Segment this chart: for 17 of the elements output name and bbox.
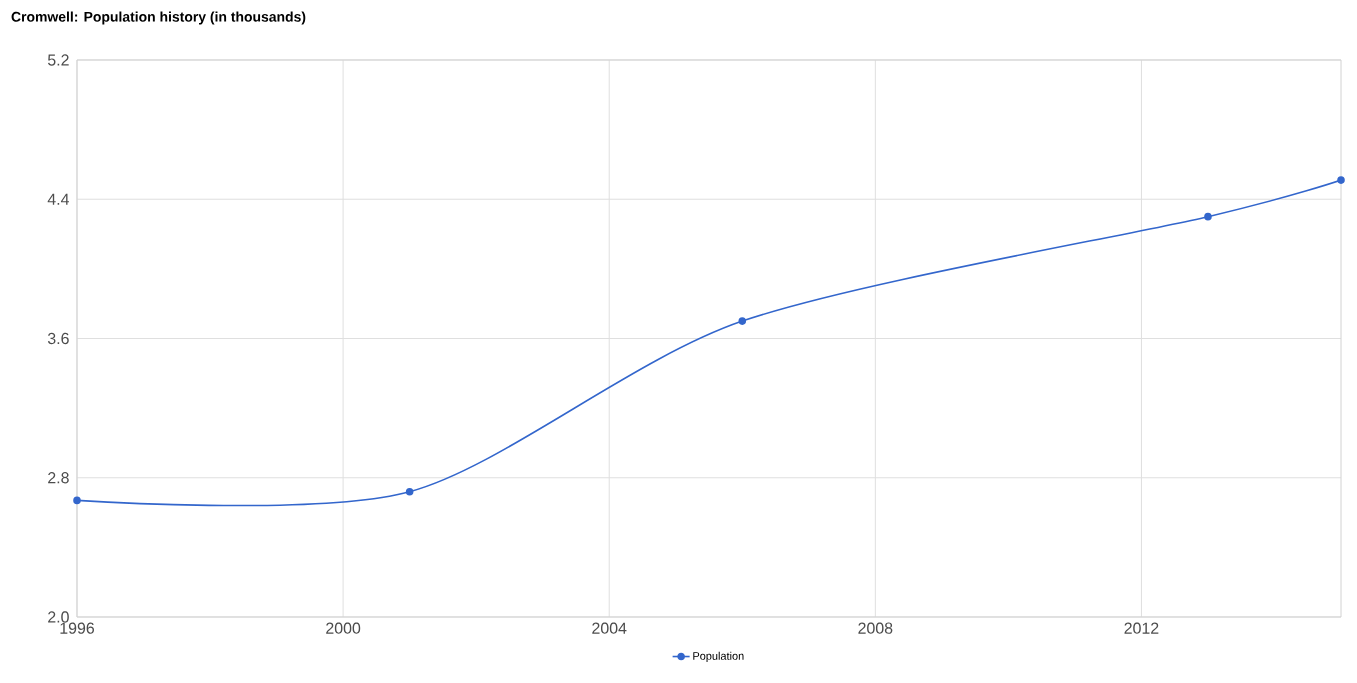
x-tick-label: 1996 <box>60 622 95 634</box>
x-tick-label: 2004 <box>592 622 627 634</box>
point <box>73 496 81 505</box>
x-tick-label: 2000 <box>326 622 361 634</box>
y-tick-label: 2.0 <box>48 611 69 623</box>
legend-label: Population <box>693 651 744 663</box>
y-tick-label: 5.2 <box>47 54 69 66</box>
chart-title: Cromwell: Population history (in thousands) <box>11 11 306 25</box>
point <box>1204 212 1212 221</box>
x-tick-label: 2012 <box>1124 622 1159 634</box>
y-tick-label: 2.8 <box>48 472 69 484</box>
x-tick-label: 2008 <box>858 622 893 634</box>
y-tick-label: 4.4 <box>47 193 70 205</box>
point <box>1337 176 1345 184</box>
point <box>405 487 414 496</box>
y-tick-label: 3.6 <box>47 332 69 345</box>
point <box>738 317 747 325</box>
